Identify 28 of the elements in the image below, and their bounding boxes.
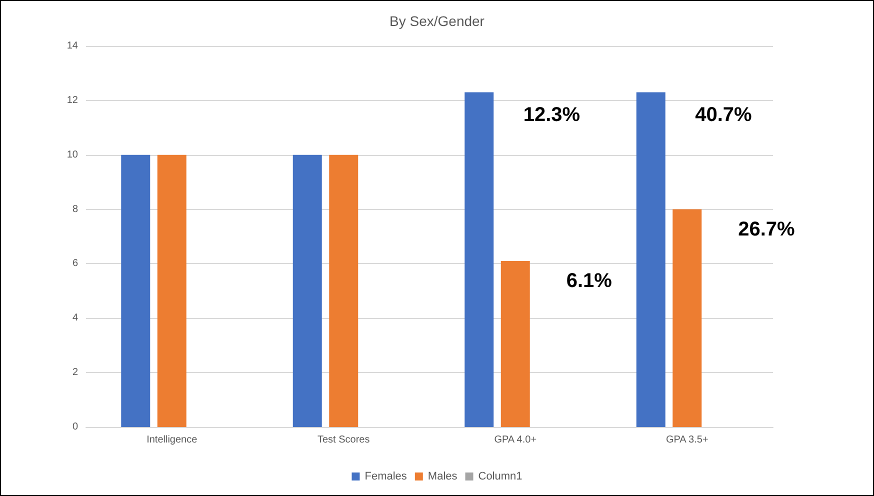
y-tick-label: 12 (66, 94, 78, 106)
annotation: 12.3% (523, 104, 580, 126)
bar (500, 260, 530, 427)
legend-label: Females (364, 470, 408, 482)
bar (121, 154, 150, 427)
annotation: 26.7% (738, 218, 796, 240)
bar (464, 92, 494, 427)
bar (636, 92, 666, 427)
x-tick-label: Test Scores (318, 434, 370, 446)
bar (157, 154, 186, 427)
legend-label: Column1 (478, 470, 522, 482)
y-tick-label: 10 (66, 149, 78, 160)
legend-label: Males (428, 470, 458, 482)
y-tick-label: 2 (72, 367, 78, 378)
y-tick-label: 8 (72, 204, 78, 215)
y-tick-label: 14 (66, 40, 78, 52)
chart-title: By Sex/Gender (390, 13, 485, 29)
bar (329, 154, 358, 427)
y-tick-label: 0 (72, 422, 78, 432)
y-tick-label: 6 (72, 258, 78, 270)
annotation: 40.7% (695, 104, 752, 126)
y-tick-label: 4 (72, 312, 78, 324)
x-tick-label: GPA 4.0+ (494, 434, 537, 446)
annotation: 6.1% (566, 270, 612, 292)
bar (292, 154, 322, 427)
bar (672, 209, 702, 427)
x-tick-label: GPA 3.5+ (666, 434, 708, 446)
x-tick-label: Intelligence (146, 434, 198, 446)
